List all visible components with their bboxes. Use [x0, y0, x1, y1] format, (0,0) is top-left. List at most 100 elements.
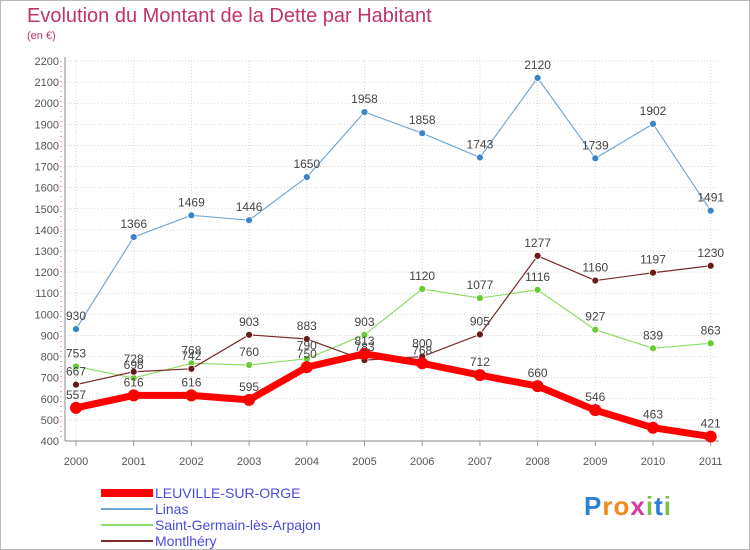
- data-label: 1230: [697, 246, 724, 260]
- data-label: 1446: [236, 200, 263, 214]
- x-tick-label: 2002: [179, 456, 203, 468]
- legend-label: Linas: [155, 501, 189, 517]
- data-point: [475, 153, 484, 162]
- data-point: [531, 380, 544, 393]
- x-tick-label: 2010: [641, 456, 665, 468]
- data-label: 712: [470, 355, 490, 369]
- data-point: [649, 344, 657, 353]
- data-point: [302, 173, 311, 182]
- data-point: [533, 285, 542, 294]
- logo-letter: i: [663, 491, 672, 521]
- data-point: [475, 294, 484, 302]
- x-tick-label: 2003: [237, 456, 261, 468]
- data-point: [704, 430, 717, 443]
- data-point: [533, 251, 542, 260]
- legend-swatch: [101, 489, 153, 497]
- legend-label: LEUVILLE-SUR-ORGE: [155, 485, 301, 501]
- data-label: 813: [354, 334, 374, 348]
- data-label: 1858: [409, 113, 436, 127]
- data-point: [647, 421, 659, 434]
- legend-label: Montlhéry: [155, 533, 217, 549]
- x-tick-label: 2009: [583, 456, 607, 468]
- y-tick-label: 700: [41, 373, 59, 385]
- logo-letter: r: [602, 491, 614, 521]
- x-tick-label: 2005: [352, 456, 376, 468]
- data-point: [302, 335, 311, 343]
- data-point: [591, 276, 600, 285]
- x-tick-label: 2008: [525, 456, 549, 468]
- data-label: 768: [181, 343, 201, 357]
- data-label: 1491: [697, 191, 724, 205]
- data-label: 768: [412, 343, 432, 357]
- logo-letter: i: [645, 491, 655, 521]
- data-point: [418, 129, 427, 138]
- data-point: [416, 357, 429, 370]
- data-point: [70, 401, 82, 414]
- data-label: 667: [66, 365, 86, 379]
- data-label: 800: [412, 337, 432, 351]
- data-point: [706, 261, 715, 270]
- x-tick-label: 2004: [295, 456, 319, 468]
- y-tick-label: 1600: [35, 183, 59, 195]
- data-label: 903: [239, 315, 259, 329]
- chart-subtitle: (en €): [27, 30, 56, 42]
- data-point: [706, 206, 715, 215]
- data-label: 1197: [640, 253, 666, 267]
- y-tick-label: 1000: [35, 309, 59, 321]
- data-point: [129, 233, 138, 241]
- data-label: 930: [66, 309, 86, 323]
- data-label: 1469: [178, 195, 205, 209]
- data-label: 616: [181, 375, 201, 389]
- y-tick-label: 1100: [35, 288, 59, 300]
- y-tick-label: 500: [41, 415, 59, 427]
- logo-letter: P: [584, 491, 603, 521]
- data-label: 839: [643, 328, 663, 342]
- data-label: 783: [354, 340, 374, 354]
- data-label: 616: [124, 375, 144, 389]
- data-point: [360, 108, 369, 116]
- data-label: 863: [701, 323, 721, 337]
- x-tick-label: 2006: [410, 456, 434, 468]
- y-tick-label: 1800: [35, 140, 59, 152]
- data-point: [533, 73, 542, 82]
- data-point: [245, 361, 254, 369]
- x-tick-label: 2000: [64, 456, 88, 468]
- data-point: [243, 393, 256, 406]
- series-line-1: [75, 77, 712, 330]
- data-point: [300, 361, 313, 374]
- proxiti-logo: Proxiti: [584, 491, 672, 522]
- y-tick-label: 900: [41, 330, 59, 342]
- y-tick-label: 2200: [35, 56, 59, 68]
- y-tick-label: 1200: [35, 267, 59, 279]
- data-point: [418, 285, 427, 293]
- data-label: 1077: [467, 278, 494, 292]
- data-label: 1116: [525, 270, 550, 284]
- data-point: [72, 325, 80, 334]
- x-tick-label: 2007: [468, 456, 492, 468]
- data-label: 903: [354, 315, 374, 329]
- data-label: 760: [239, 345, 259, 359]
- data-point: [360, 330, 369, 339]
- y-tick-label: 400: [41, 436, 59, 448]
- y-tick-label: 1500: [35, 204, 59, 216]
- data-label: 1160: [582, 261, 608, 275]
- data-label: 557: [66, 388, 86, 402]
- data-label: 753: [66, 346, 86, 360]
- legend-label: Saint-Germain-lès-Arpajon: [155, 517, 321, 533]
- data-label: 546: [585, 390, 605, 404]
- data-point: [187, 364, 196, 373]
- legend-swatch: [101, 524, 153, 526]
- data-point: [591, 154, 600, 163]
- data-label: 790: [297, 339, 317, 353]
- data-label: 2120: [524, 58, 551, 72]
- y-tick-label: 1700: [35, 162, 59, 174]
- chart-title: Evolution du Montant de la Dette par Hab…: [27, 5, 432, 27]
- y-tick-label: 1400: [35, 225, 59, 237]
- data-point: [185, 389, 198, 402]
- data-label: 660: [528, 366, 548, 380]
- data-point: [589, 404, 602, 417]
- data-point: [475, 330, 484, 339]
- legend-swatch: [101, 508, 153, 510]
- data-point: [245, 330, 254, 339]
- data-label: 927: [585, 310, 605, 324]
